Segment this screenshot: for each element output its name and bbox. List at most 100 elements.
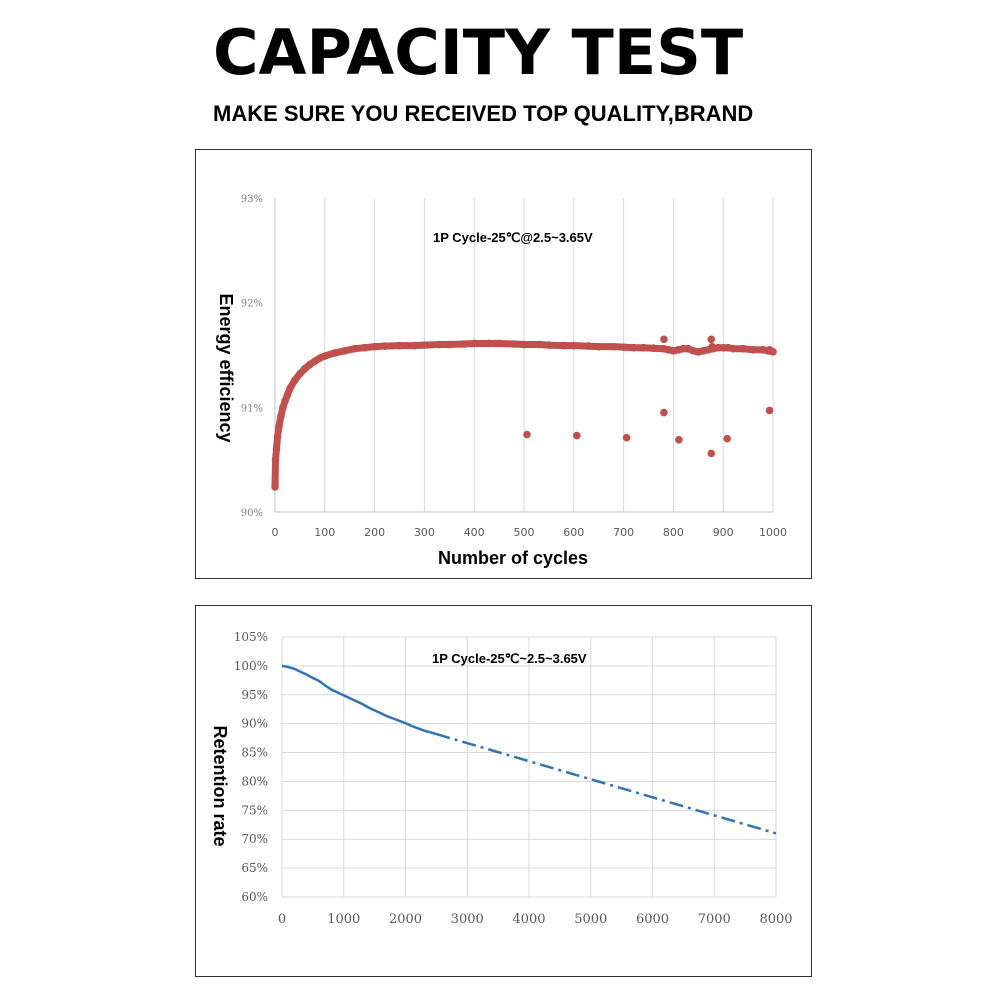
x-tick-label: 1000	[759, 526, 787, 539]
y-tick-label: 105%	[234, 630, 268, 644]
outlier-point	[660, 408, 668, 417]
y-axis-label: Retention rate	[210, 725, 230, 846]
data-point	[321, 352, 329, 360]
data-point	[296, 370, 304, 378]
data-point	[380, 342, 389, 350]
data-point	[435, 340, 444, 349]
data-point	[275, 422, 283, 430]
outlier-point	[675, 435, 683, 444]
data-point	[639, 343, 648, 352]
retention-rate-chart-panel: 0 1000 2000 3000 4000 5000 6000 7000 8000 60% 65% 7…	[195, 605, 812, 977]
y-tick-label: 80%	[241, 774, 268, 788]
data-point	[420, 341, 429, 349]
data-point	[271, 483, 279, 491]
data-point	[460, 340, 469, 348]
outlier-point	[572, 431, 581, 440]
x-tick-label: 700	[613, 526, 634, 539]
x-tick-label: 100	[314, 526, 335, 539]
chart-annotation: 1P Cycle-25℃~2.5~3.65V	[432, 651, 587, 666]
data-point	[560, 341, 568, 350]
x-tick-label: 8000	[759, 912, 792, 927]
page-subtitle: MAKE SURE YOU RECEIVED TOP QUALITY,BRAND	[213, 101, 754, 126]
outlier-point	[523, 430, 531, 439]
y-tick-label: 65%	[241, 861, 268, 875]
data-point	[283, 390, 292, 399]
series-retention-projection	[436, 732, 777, 835]
y-tick-label: 93%	[241, 194, 263, 205]
data-point	[370, 342, 379, 351]
data-point	[510, 340, 518, 348]
x-tick-label: 300	[414, 526, 435, 539]
data-point	[395, 341, 404, 350]
x-tick-label: 7000	[698, 912, 731, 927]
x-tick-label: 2000	[389, 912, 422, 927]
data-point	[739, 344, 747, 353]
data-point	[584, 342, 593, 350]
data-point	[410, 341, 419, 350]
y-tick-label: 90%	[241, 508, 263, 519]
data-point	[495, 339, 503, 348]
data-point	[470, 339, 479, 348]
outlier-point	[660, 335, 668, 344]
data-point	[360, 343, 369, 352]
y-tick-label: 92%	[241, 299, 263, 310]
outlier-point	[723, 434, 731, 443]
data-point	[272, 445, 281, 454]
data-point	[340, 347, 349, 355]
data-point	[277, 411, 285, 420]
y-tick-label: 95%	[241, 688, 268, 702]
outlier-point	[765, 345, 774, 354]
energy-efficiency-chart-panel: 0 100 200 300 400 500 600 700 800 900 1000 90% 91% 92…	[195, 149, 812, 579]
y-axis-label: Energy efficiency	[216, 293, 236, 442]
y-tick-label: 60%	[241, 890, 268, 904]
outlier-point	[707, 449, 716, 458]
data-point	[619, 343, 628, 351]
series-retention-measured	[281, 664, 437, 736]
data-point	[649, 344, 658, 352]
data-point	[279, 403, 287, 412]
x-tick-label: 500	[514, 526, 535, 539]
data-point	[749, 345, 757, 354]
outlier-point	[622, 433, 631, 442]
data-point	[330, 349, 339, 357]
x-tick-label: 800	[663, 526, 684, 539]
chart-annotation: 1P Cycle-25℃@2.5~3.65V	[433, 230, 593, 245]
x-tick-label: 3000	[451, 912, 484, 927]
data-point	[570, 341, 578, 350]
x-tick-label: 0	[272, 526, 279, 539]
x-tick-label: 200	[364, 526, 385, 539]
page-title: CAPACITY TEST	[213, 16, 744, 89]
data-point	[273, 432, 282, 441]
x-tick-label: 4000	[512, 912, 545, 927]
y-tick-label: 75%	[241, 803, 268, 817]
y-tick-label: 91%	[241, 403, 263, 414]
y-tick-label: 85%	[241, 746, 268, 760]
data-point	[291, 376, 299, 384]
x-tick-label: 6000	[636, 912, 669, 927]
data-point	[445, 340, 454, 349]
outlier-point	[707, 335, 716, 344]
energy-efficiency-chart: 0 100 200 300 400 500 600 700 800 900 1000 90% 91% 92…	[216, 194, 787, 568]
retention-rate-chart: 0 1000 2000 3000 4000 5000 6000 7000 8000 60% 65% 7…	[210, 630, 793, 927]
data-point	[609, 342, 618, 351]
data-point	[301, 364, 309, 373]
data-point	[520, 340, 528, 349]
x-tick-label: 1000	[327, 912, 360, 927]
data-point	[485, 339, 493, 348]
y-tick-label: 90%	[241, 717, 268, 731]
data-point	[545, 341, 553, 349]
x-tick-label: 0	[278, 912, 286, 927]
y-tick-label: 70%	[241, 832, 268, 846]
x-tick-label: 5000	[574, 912, 607, 927]
data-point	[729, 344, 737, 353]
outlier-point	[708, 342, 717, 351]
x-axis-label: Number of cycles	[438, 548, 588, 568]
x-tick-label: 600	[563, 526, 584, 539]
data-point	[594, 342, 603, 351]
data-point	[271, 455, 280, 464]
data-point	[286, 384, 294, 393]
data-point	[535, 340, 543, 349]
data-point	[281, 397, 289, 405]
data-point	[629, 343, 638, 352]
x-tick-label: 900	[713, 526, 734, 539]
